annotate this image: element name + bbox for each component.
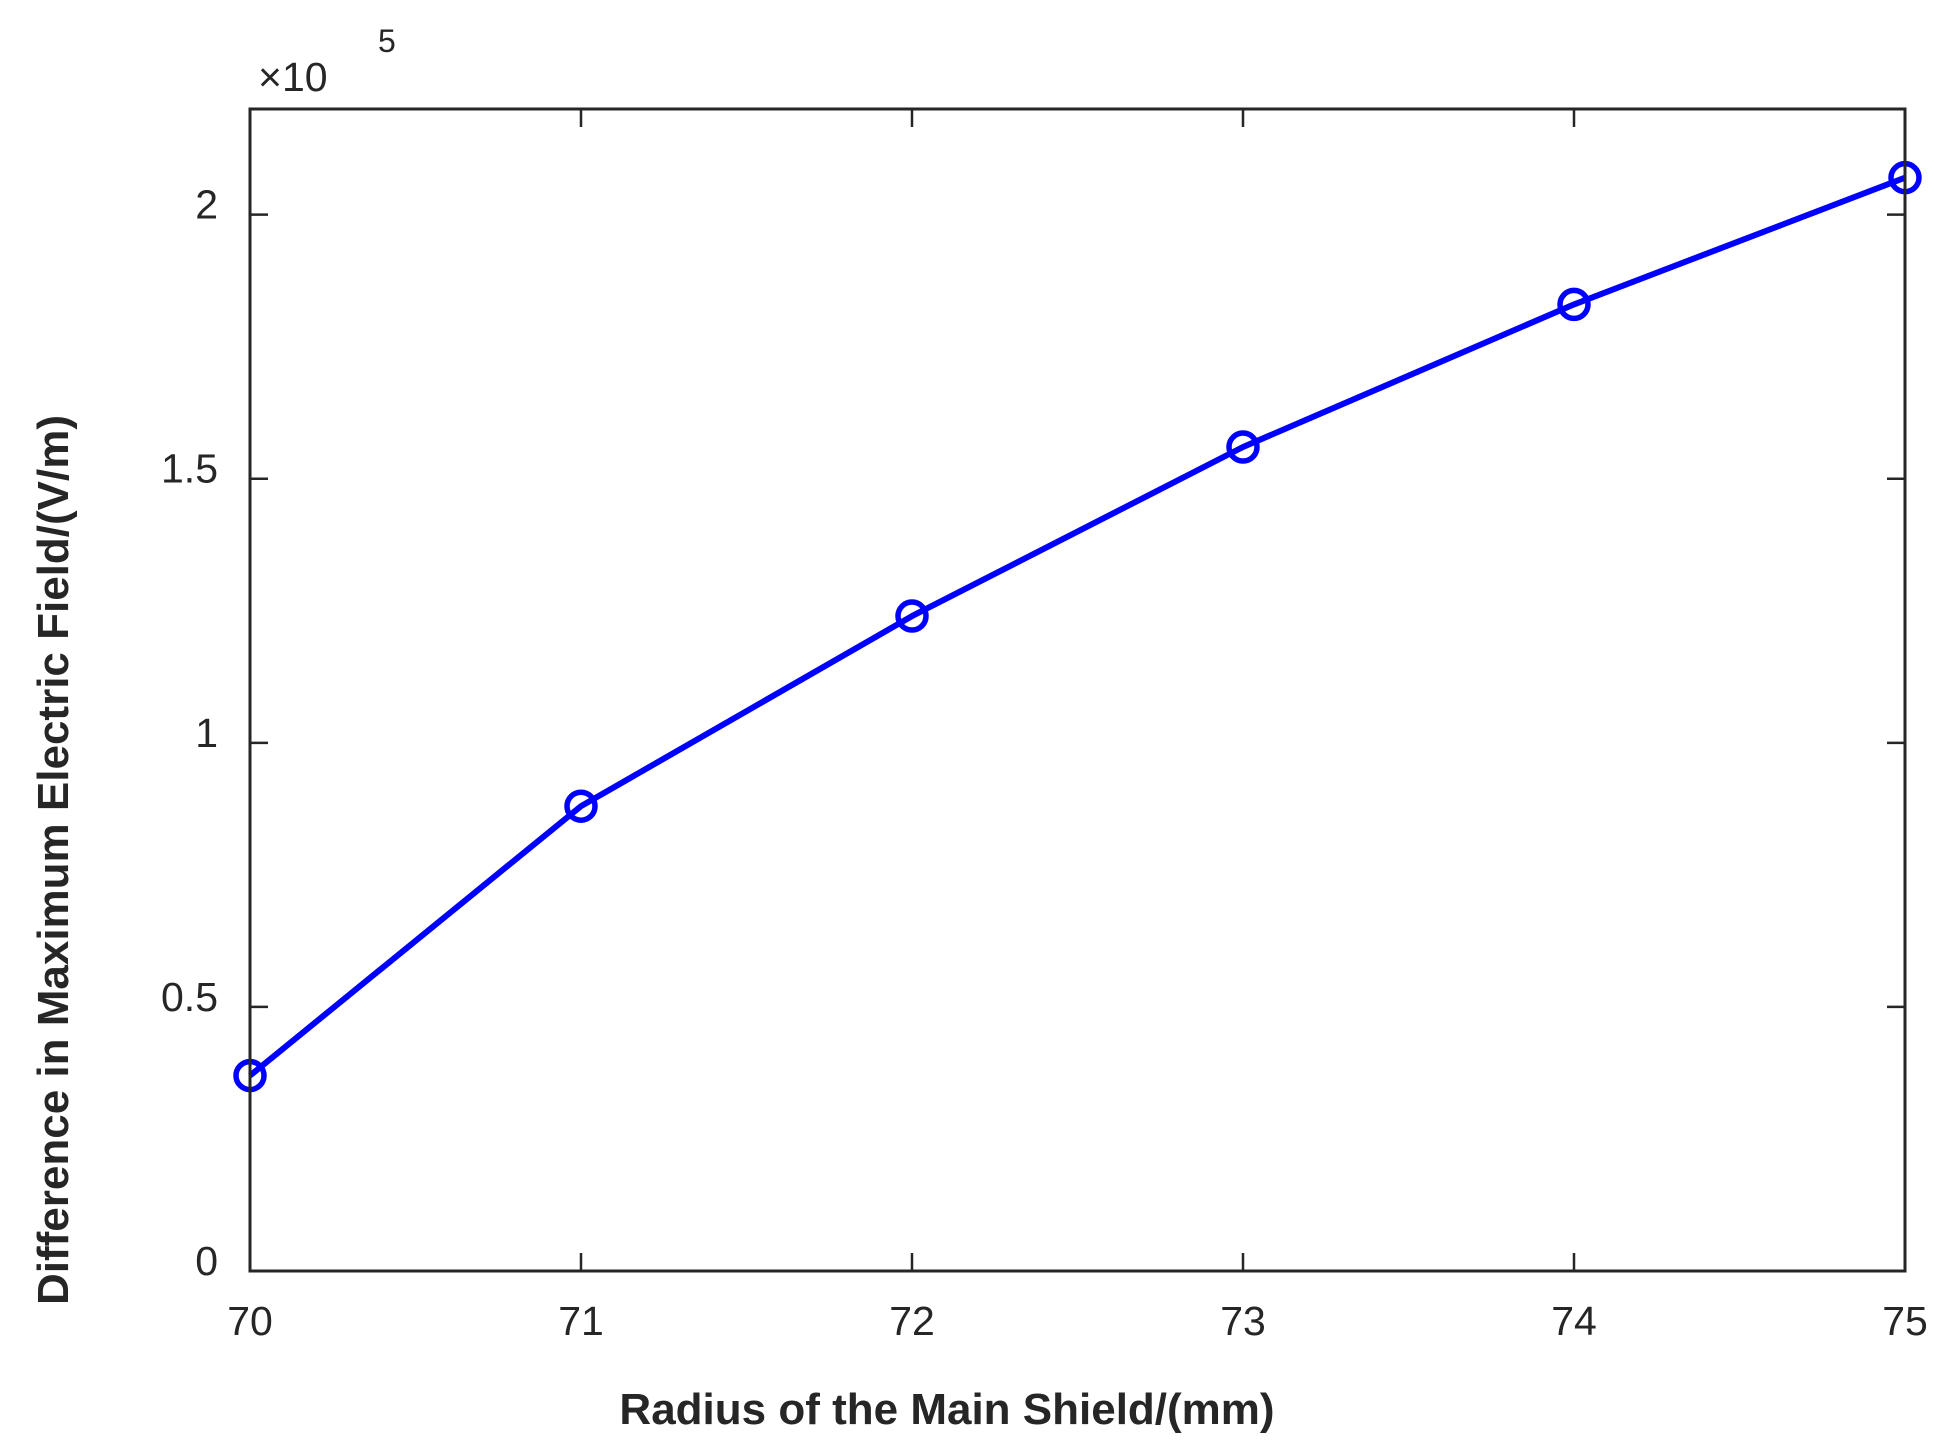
ticks-layer: 70 71 72 73 74 75 0 0.5 1 1.5 2 <box>161 109 1928 1344</box>
y-exponent-power: 5 <box>378 23 396 59</box>
x-tick-label: 74 <box>1551 1298 1597 1344</box>
series-line <box>248 174 1907 1078</box>
y-exponent-base: ×10 <box>258 54 328 100</box>
data-point <box>564 789 598 823</box>
y-exponent-label: ×10 5 <box>258 23 396 100</box>
x-axis-label: Radius of the Main Shield/(mm) <box>619 1385 1274 1434</box>
plot-frame <box>248 107 1907 1273</box>
y-tick-label: 1.5 <box>161 446 218 492</box>
y-axis-label: Difference in Maximum Electric Field/(V/… <box>29 415 78 1305</box>
data-point <box>1226 430 1260 464</box>
x-tick-label: 71 <box>558 1298 604 1344</box>
y-tick-label: 1 <box>195 710 218 756</box>
x-tick-label: 72 <box>889 1298 935 1344</box>
x-tick-label: 70 <box>227 1298 273 1344</box>
data-point <box>1557 287 1591 322</box>
data-point <box>895 599 929 633</box>
x-tick-label: 75 <box>1882 1298 1928 1344</box>
y-tick-label: 2 <box>195 182 218 228</box>
y-tick-label: 0 <box>195 1238 218 1284</box>
x-tick-label: 73 <box>1220 1298 1266 1344</box>
y-tick-label: 0.5 <box>161 974 218 1020</box>
